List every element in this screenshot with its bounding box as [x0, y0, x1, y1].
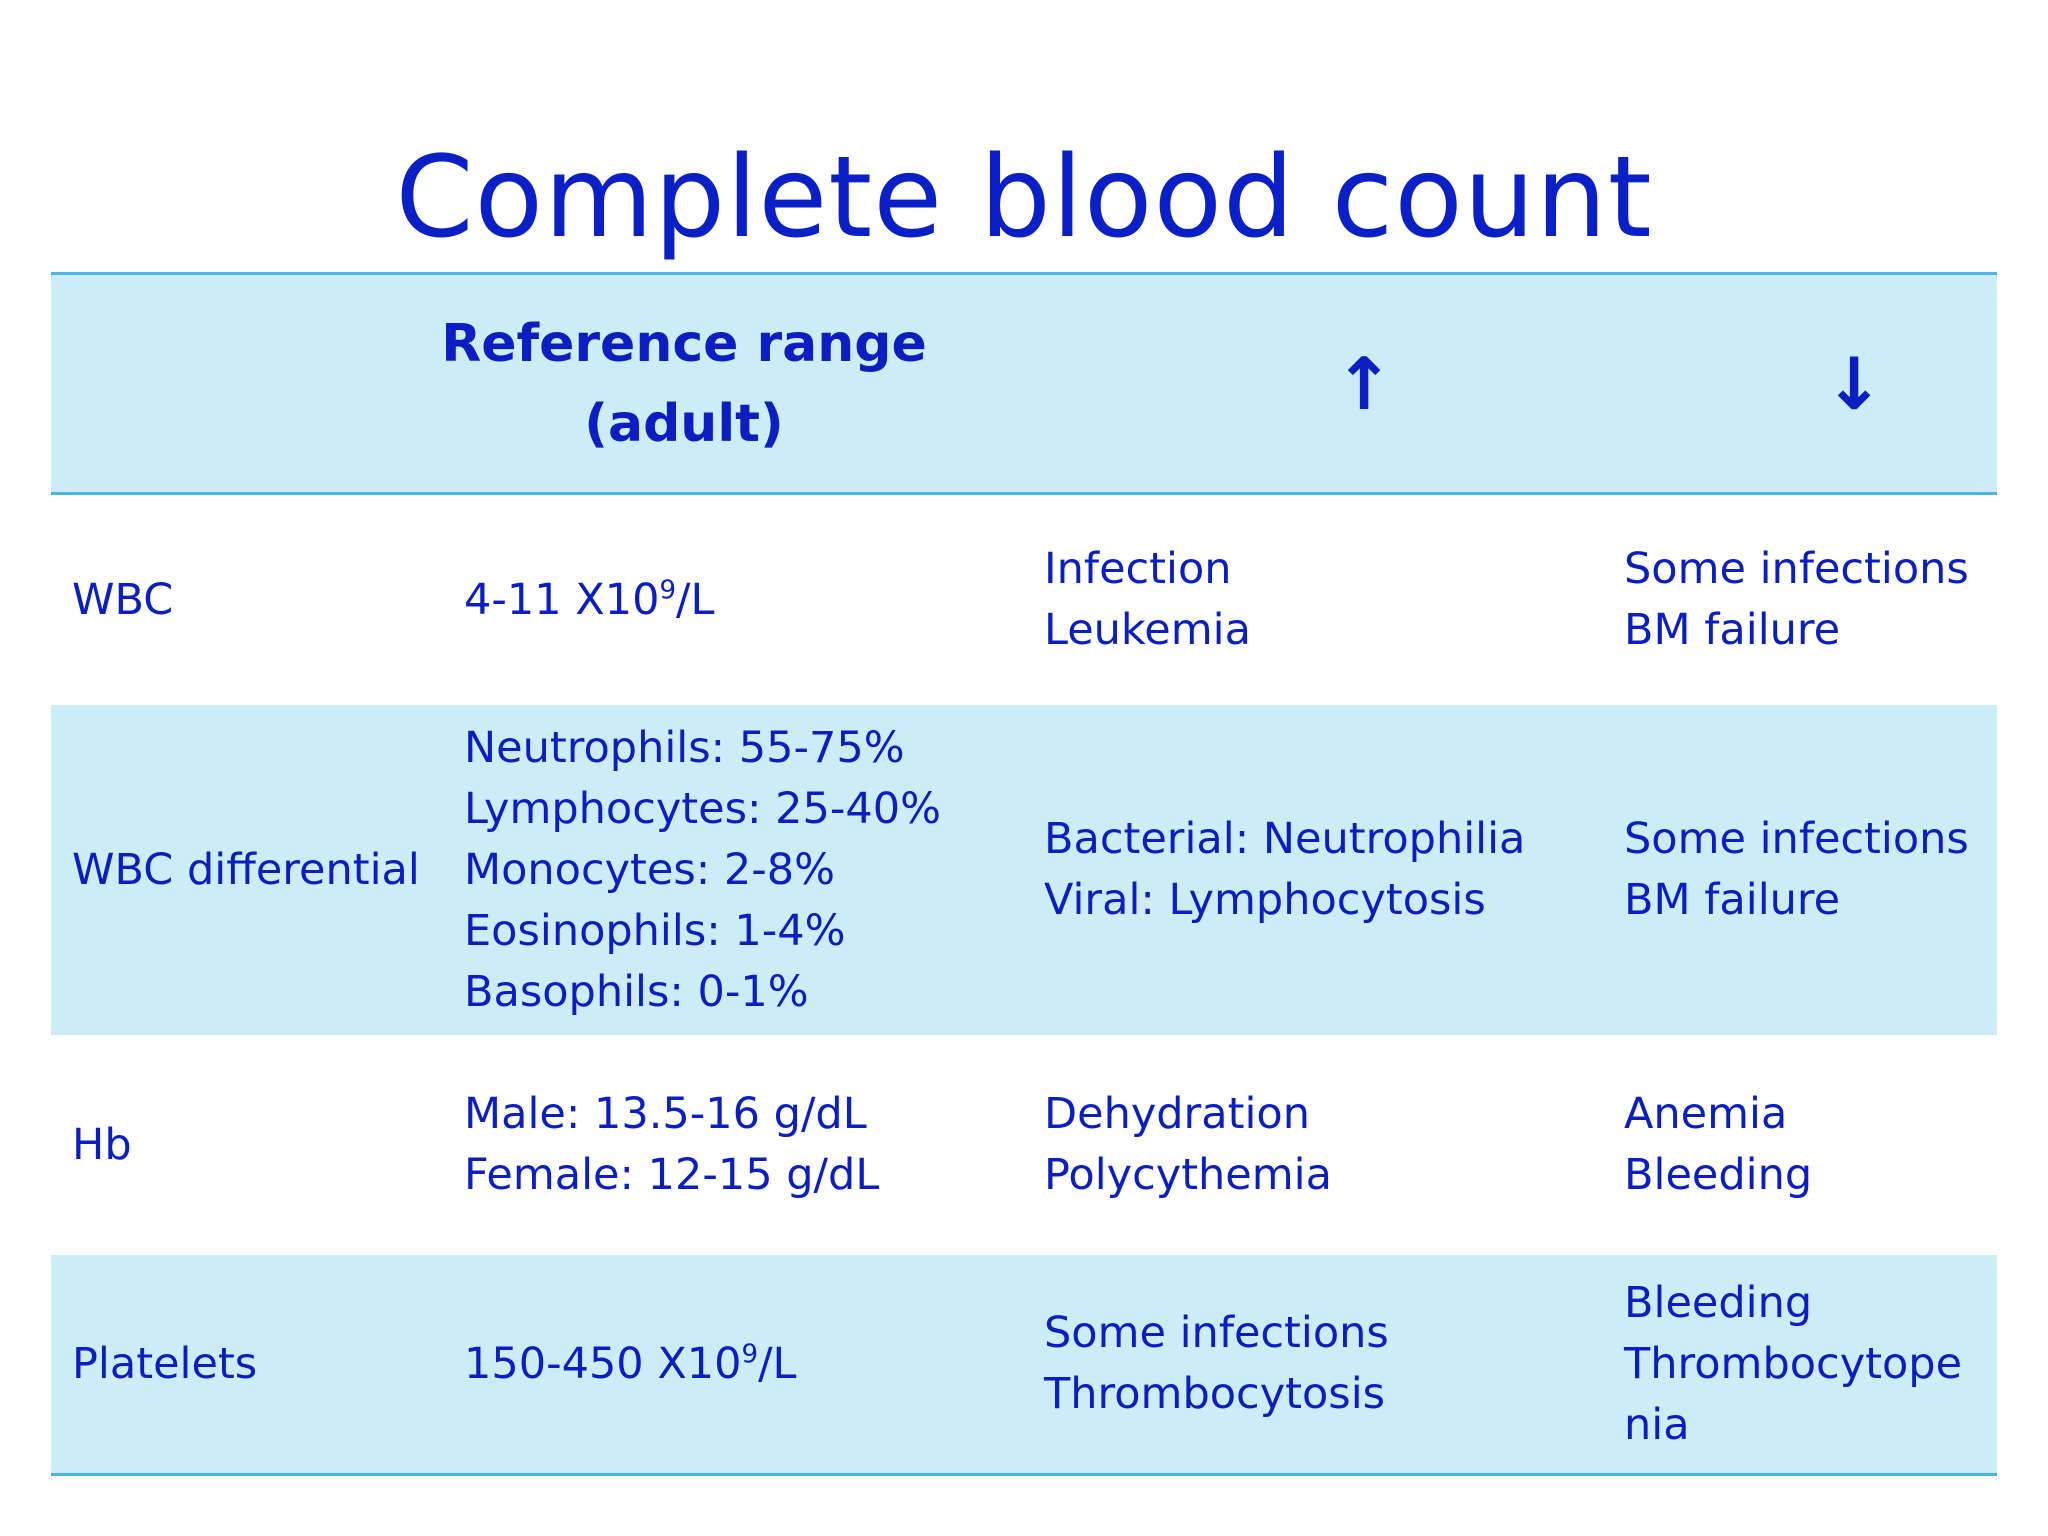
table-row-wbc-differential: WBC differential Neutrophils: 55-75% Lym…: [51, 705, 1997, 1035]
header-reference-line1: Reference range: [441, 313, 927, 374]
table-bottom-rule: [51, 1473, 1997, 1476]
row-name: WBC differential: [72, 844, 420, 895]
row-reference: Neutrophils: 55-75% Lymphocytes: 25-40% …: [464, 722, 941, 1017]
row-increased: Some infections Thrombocytosis: [1044, 1308, 1389, 1419]
row-increased: Bacterial: Neutrophilia Viral: Lymphocyt…: [1044, 814, 1526, 925]
table-row-wbc: WBC 4-11 X109/L Infection Leukemia Some …: [51, 495, 1997, 705]
row-decreased: Some infections BM failure: [1624, 544, 1969, 655]
row-reference: Male: 13.5-16 g/dL Female: 12-15 g/dL: [464, 1089, 880, 1200]
down-arrow-icon: ↓: [1823, 341, 1885, 426]
header-reference-range: Reference range (adult): [364, 275, 1004, 492]
row-name: Hb: [72, 1119, 132, 1170]
table-header-row: Reference range (adult) ↑ ↓: [51, 275, 1997, 492]
table-top-rule: [51, 272, 1997, 275]
row-reference: 150-450 X109/L: [464, 1338, 797, 1389]
table-row-hb: Hb Male: 13.5-16 g/dL Female: 12-15 g/dL…: [51, 1035, 1997, 1255]
row-decreased: Some infections BM failure: [1624, 814, 1969, 925]
row-increased: Dehydration Polycythemia: [1044, 1089, 1332, 1200]
row-name: Platelets: [72, 1338, 258, 1389]
row-decreased: Anemia Bleeding: [1624, 1089, 1813, 1200]
header-increased: ↑: [1044, 275, 1684, 492]
row-name: WBC: [72, 574, 174, 625]
header-reference-line2: (adult): [584, 393, 784, 454]
row-decreased: Bleeding Thrombocytope nia: [1624, 1277, 1963, 1450]
page-title: Complete blood count: [395, 133, 1653, 263]
up-arrow-icon: ↑: [1333, 341, 1395, 426]
row-increased: Infection Leukemia: [1044, 544, 1251, 655]
row-reference: 4-11 X109/L: [464, 574, 715, 625]
header-decreased: ↓: [1624, 275, 2048, 492]
table-row-platelets: Platelets 150-450 X109/L Some infections…: [51, 1255, 1997, 1473]
header-bottom-rule: [51, 492, 1997, 495]
